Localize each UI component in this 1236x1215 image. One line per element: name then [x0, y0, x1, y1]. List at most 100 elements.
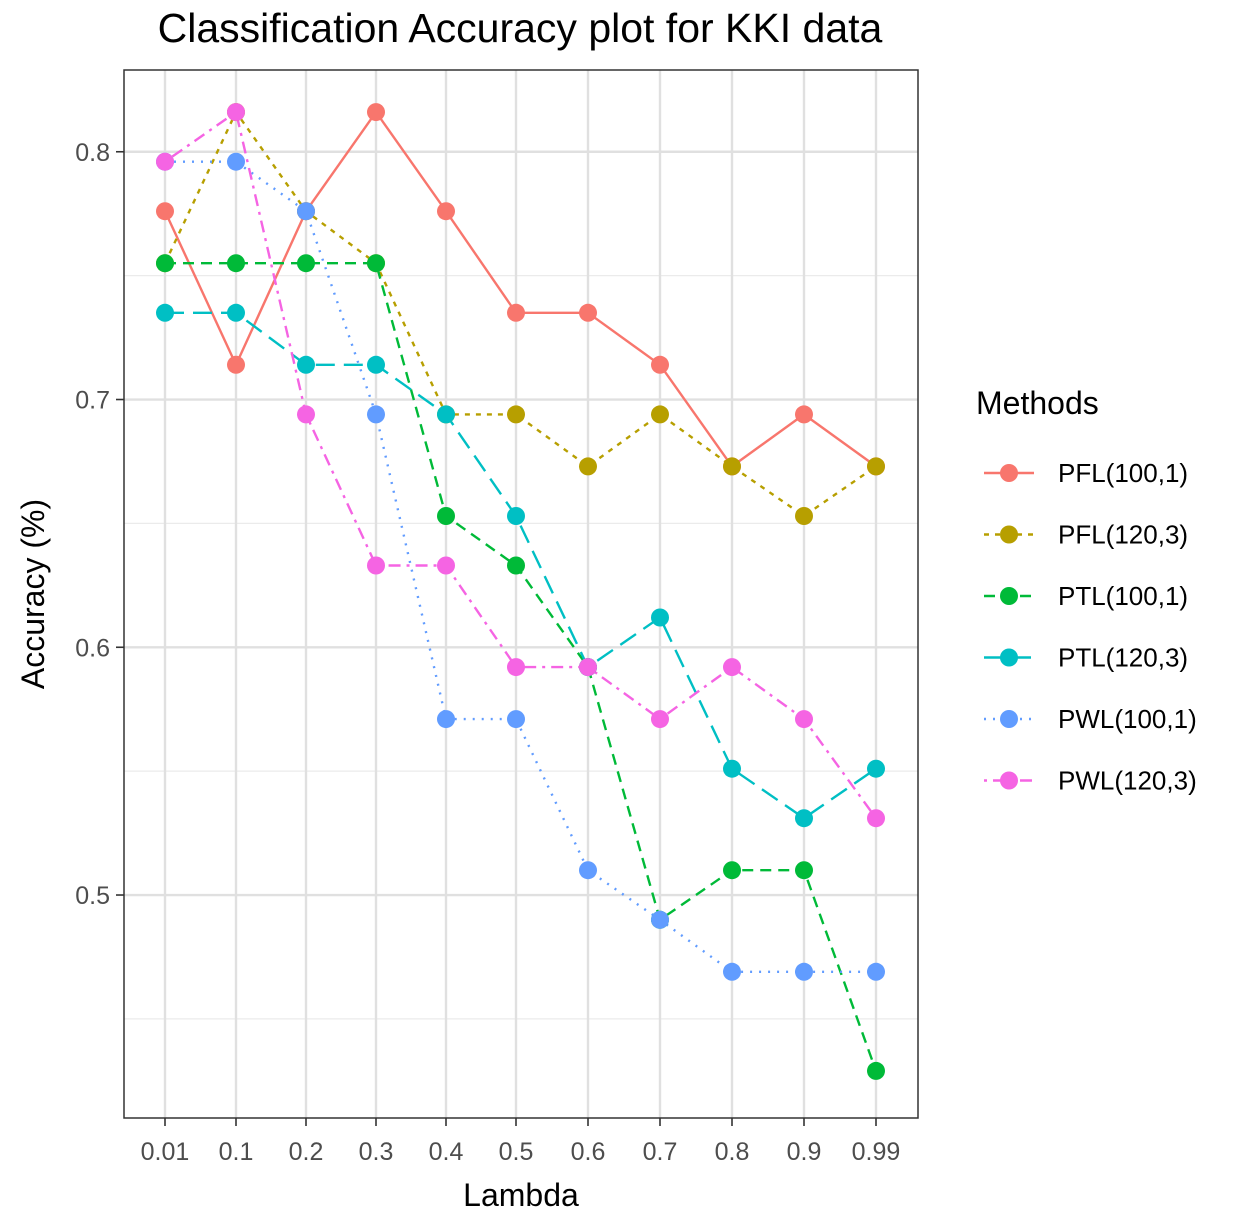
data-point: [723, 658, 741, 677]
data-point: [437, 507, 455, 525]
legend-item: PTL(100,1): [984, 581, 1188, 611]
legend-item: PFL(120,3): [984, 520, 1188, 550]
data-point: [367, 103, 385, 122]
data-point: [651, 608, 669, 627]
y-axis-title: Accuracy (%): [15, 499, 51, 689]
y-tick-label: 0.8: [75, 139, 110, 167]
data-point: [507, 303, 525, 322]
data-point: [651, 710, 669, 729]
x-axis-ticks: 0.01 0.1 0.2 0.3 0.4 0.5 0.6 0.7 0.8 0.9 0.99: [141, 1118, 901, 1166]
data-point: [867, 809, 885, 828]
x-tick-label: 0.3: [359, 1138, 394, 1166]
data-point: [227, 303, 245, 322]
x-tick-label: 0.7: [643, 1138, 678, 1166]
data-point: [437, 556, 455, 575]
legend-marker: [1000, 525, 1018, 544]
x-tick-label: 0.6: [571, 1138, 606, 1166]
data-point: [795, 507, 813, 525]
legend: Methods PFL(100,1) PFL(120,3) PTL(100,1) PT…: [976, 385, 1197, 796]
data-point: [795, 962, 813, 981]
legend-item: PWL(100,1): [984, 704, 1197, 734]
data-point: [795, 809, 813, 828]
data-point: [795, 861, 813, 880]
data-point: [437, 710, 455, 729]
legend-label: PFL(100,1): [1058, 458, 1188, 488]
data-point: [579, 861, 597, 880]
y-tick-label: 0.5: [75, 882, 110, 910]
legend-items: PFL(100,1) PFL(120,3) PTL(100,1) PTL(120,3)…: [984, 458, 1197, 796]
x-tick-label: 0.8: [715, 1138, 750, 1166]
x-tick-label: 0.01: [141, 1138, 190, 1166]
data-point: [156, 152, 174, 171]
data-point: [227, 152, 245, 171]
legend-marker: [1000, 587, 1018, 605]
data-point: [507, 507, 525, 525]
x-axis-title: Lambda: [463, 1177, 579, 1213]
chart-title: Classification Accuracy plot for KKI dat…: [158, 5, 883, 51]
data-point: [367, 254, 385, 273]
legend-label: PWL(100,1): [1058, 704, 1197, 734]
data-point: [651, 405, 669, 424]
x-tick-label: 0.5: [499, 1138, 534, 1166]
data-point: [723, 962, 741, 981]
y-axis-ticks: 0.5 0.6 0.7 0.8: [75, 139, 124, 910]
data-point: [227, 254, 245, 273]
data-point: [651, 910, 669, 929]
legend-marker: [1000, 771, 1018, 790]
data-point: [867, 1061, 885, 1080]
y-tick-label: 0.7: [75, 387, 110, 415]
data-point: [579, 457, 597, 476]
data-point: [297, 254, 315, 273]
data-point: [156, 202, 174, 221]
x-tick-label: 0.4: [429, 1138, 464, 1166]
data-point: [367, 556, 385, 575]
data-point: [156, 254, 174, 273]
series-points: [156, 103, 885, 1080]
data-point: [507, 710, 525, 729]
x-tick-label: 0.2: [289, 1138, 324, 1166]
legend-item: PTL(120,3): [984, 643, 1188, 673]
data-point: [867, 962, 885, 981]
legend-label: PTL(120,3): [1058, 643, 1188, 673]
data-point: [367, 405, 385, 424]
data-point: [507, 556, 525, 575]
data-point: [227, 355, 245, 374]
data-point: [437, 202, 455, 221]
legend-label: PFL(120,3): [1058, 520, 1188, 550]
panel-border: [123, 69, 919, 1119]
data-point: [723, 457, 741, 476]
data-point: [723, 861, 741, 880]
data-point: [297, 355, 315, 374]
x-tick-label: 0.99: [852, 1138, 901, 1166]
y-tick-label: 0.6: [75, 634, 110, 662]
data-point: [297, 405, 315, 424]
data-point: [297, 202, 315, 221]
data-point: [579, 303, 597, 322]
legend-marker: [1000, 710, 1018, 728]
legend-marker: [1000, 648, 1018, 667]
data-point: [507, 658, 525, 677]
data-point: [437, 405, 455, 424]
panel-background: [124, 70, 918, 1118]
legend-marker: [1000, 464, 1018, 482]
data-point: [723, 759, 741, 778]
data-point: [579, 658, 597, 677]
data-point: [507, 405, 525, 424]
gridlines: [124, 70, 918, 1118]
data-point: [227, 103, 245, 122]
x-tick-label: 0.1: [219, 1138, 254, 1166]
data-point: [367, 355, 385, 374]
data-point: [795, 405, 813, 424]
legend-title: Methods: [976, 385, 1099, 421]
x-tick-label: 0.9: [787, 1138, 822, 1166]
data-point: [156, 303, 174, 322]
legend-label: PWL(120,3): [1058, 766, 1197, 796]
legend-item: PFL(100,1): [984, 458, 1188, 488]
legend-item: PWL(120,3): [984, 766, 1197, 796]
data-point: [867, 759, 885, 778]
legend-label: PTL(100,1): [1058, 581, 1188, 611]
data-point: [867, 457, 885, 476]
data-point: [795, 710, 813, 729]
data-point: [651, 355, 669, 374]
